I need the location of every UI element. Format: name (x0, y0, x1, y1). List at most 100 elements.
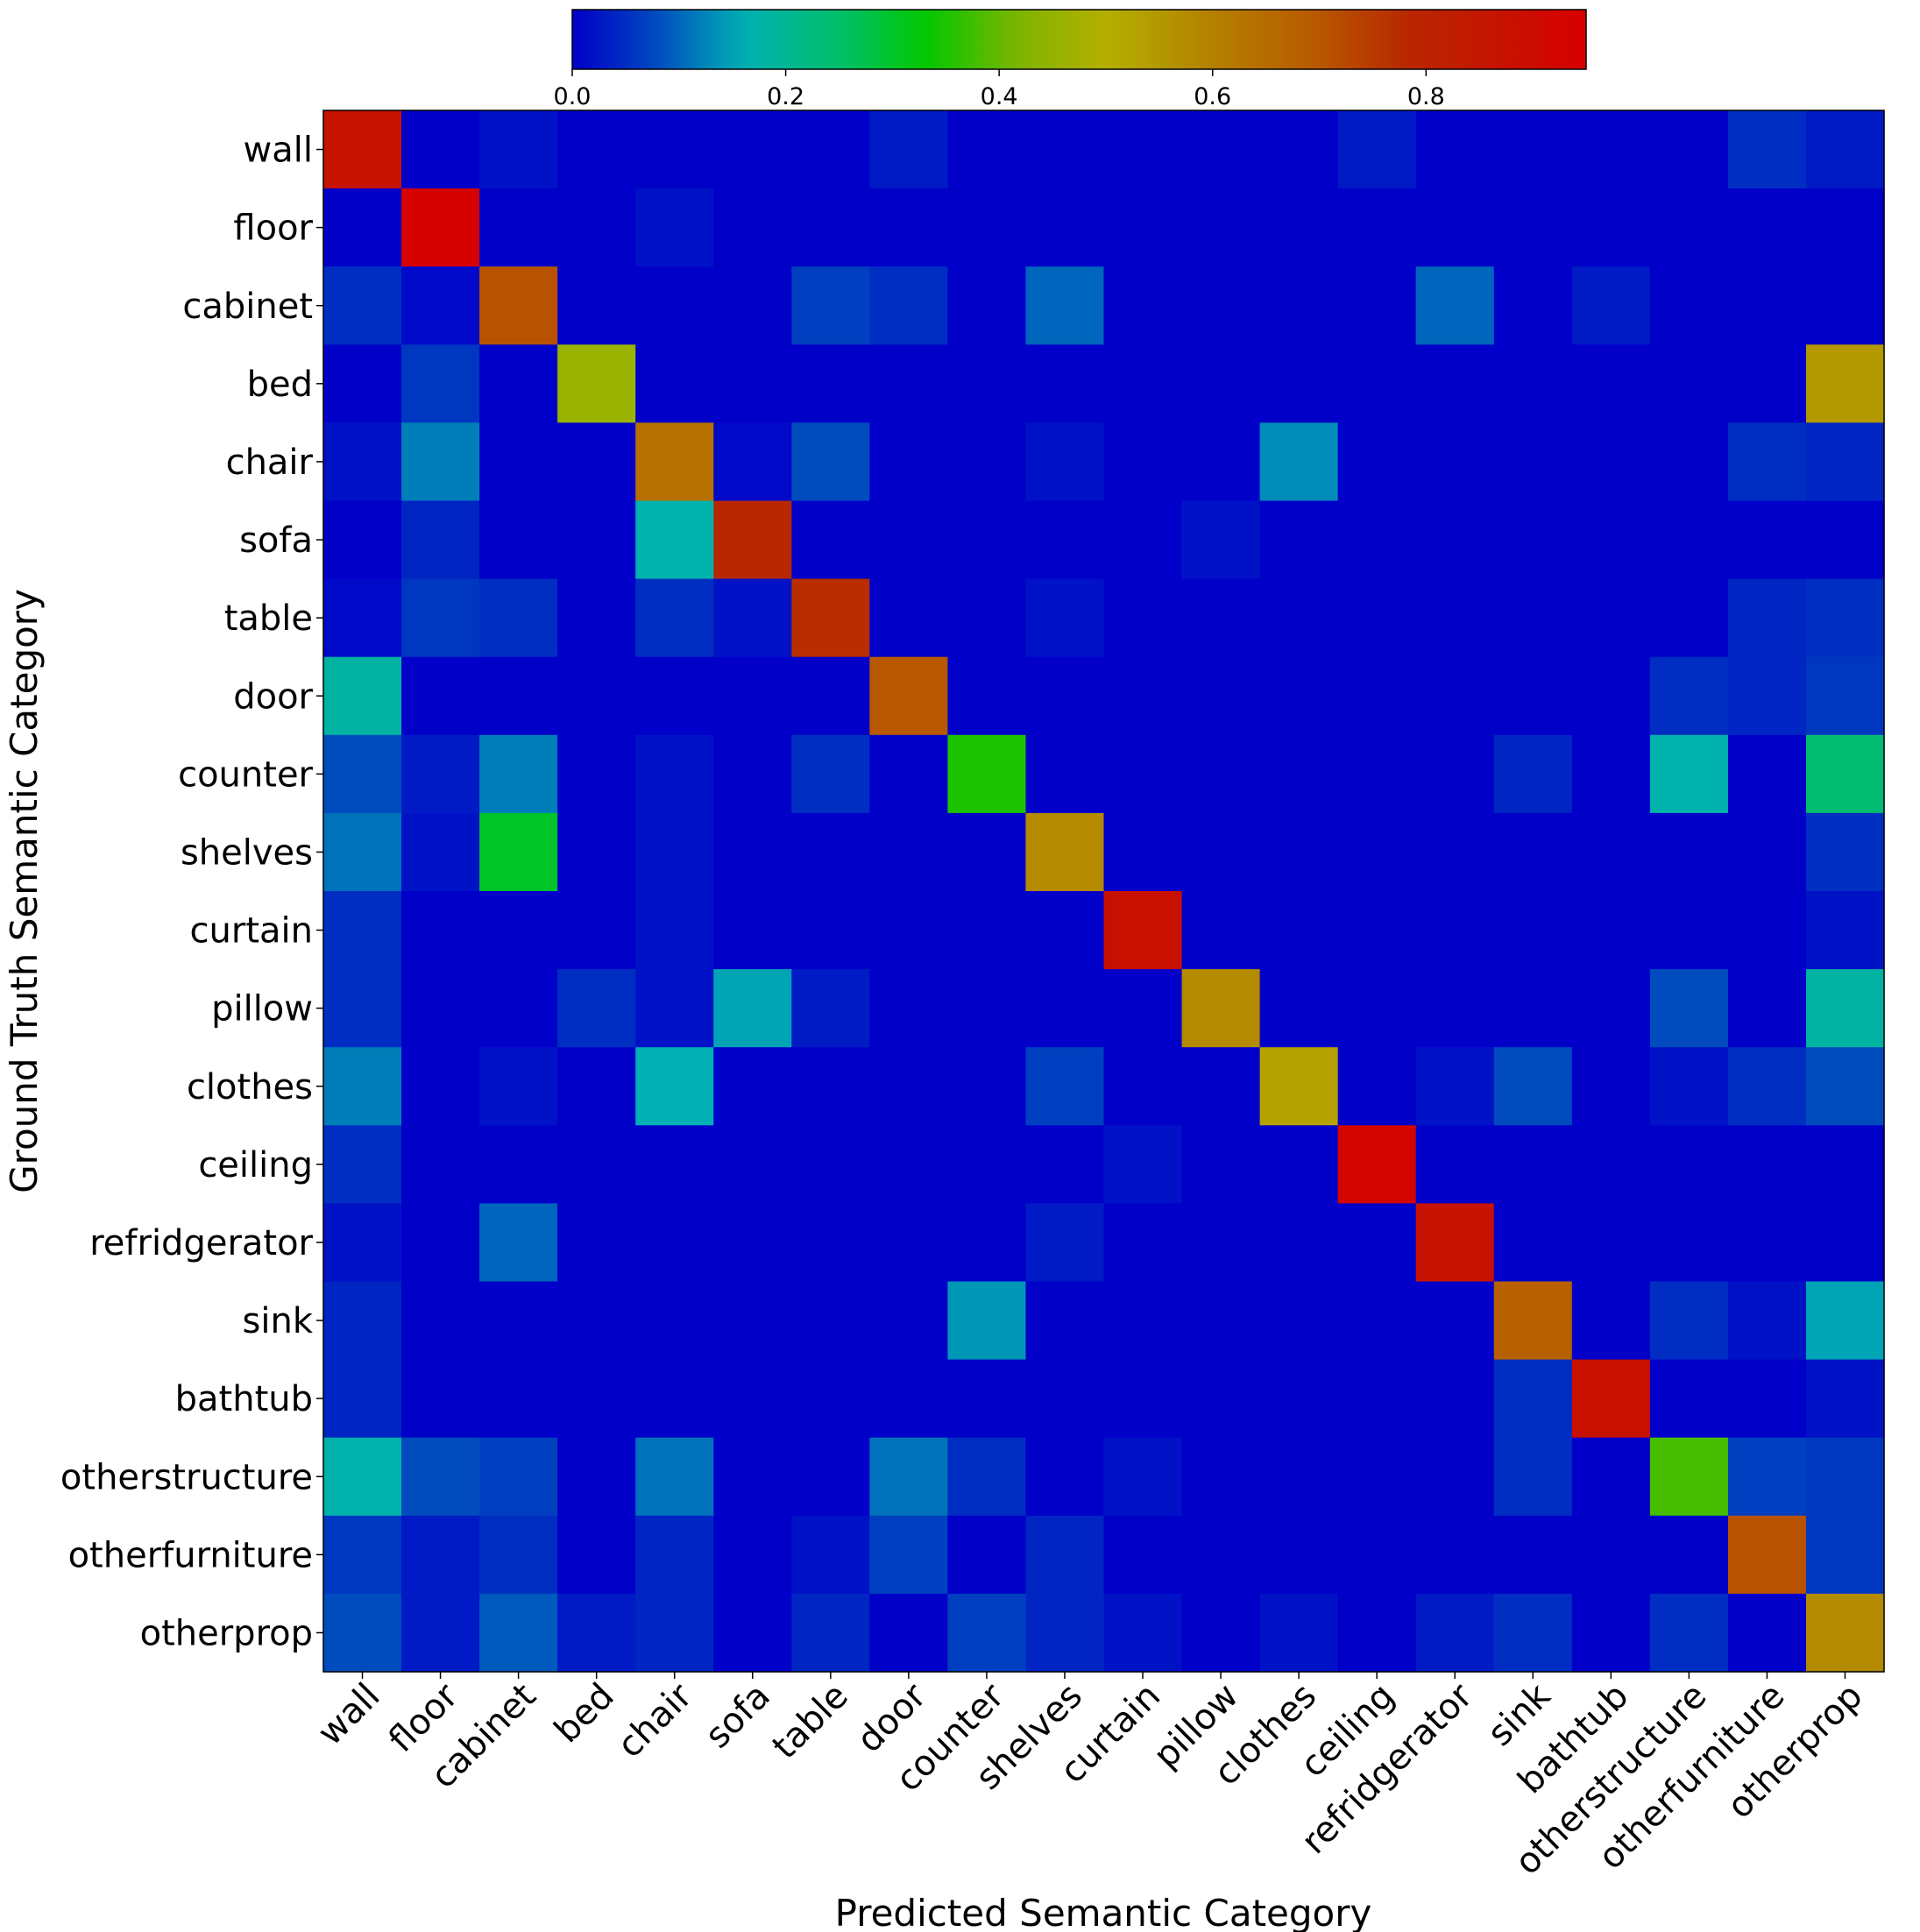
heatmap-cell (713, 734, 792, 814)
y-axis-ticks: wall floor cabinet bed chair sofa table door cou… (60, 131, 323, 1653)
heatmap-cell (869, 891, 948, 970)
heatmap-cell (1337, 1437, 1417, 1517)
heatmap-cell (1415, 656, 1495, 736)
colorbar-ticks: 0.0 0.2 0.4 0.6 0.8 (554, 69, 1445, 110)
heatmap-cell (557, 1593, 636, 1673)
heatmap-cell (713, 1437, 792, 1517)
heatmap-cell (401, 812, 480, 892)
heatmap-cell (1805, 656, 1885, 736)
heatmap-cell (323, 1125, 402, 1204)
heatmap-cells (323, 110, 1885, 1673)
heatmap-cell (1493, 500, 1573, 580)
x-tick-label: wall (310, 1676, 388, 1754)
heatmap-cell (323, 969, 402, 1048)
heatmap-cell (1181, 1359, 1261, 1439)
heatmap-cell (713, 422, 792, 502)
heatmap-cell (635, 1515, 714, 1595)
heatmap-cell (1259, 1281, 1339, 1361)
heatmap-cell (479, 422, 558, 502)
heatmap-cell (791, 188, 870, 267)
heatmap-cell (635, 891, 714, 970)
heatmap-cell (1805, 422, 1885, 502)
heatmap-cell (713, 1047, 792, 1126)
heatmap-cell (1181, 110, 1261, 189)
heatmap-cell (791, 812, 870, 892)
heatmap-cell (323, 1437, 402, 1517)
heatmap-cell (947, 1359, 1027, 1439)
heatmap-cell (1415, 969, 1495, 1048)
heatmap-cell (791, 891, 870, 970)
heatmap-cell (479, 969, 558, 1048)
heatmap-cell (791, 1359, 870, 1439)
heatmap-cell (869, 500, 948, 580)
heatmap-cell (869, 344, 948, 423)
heatmap-cell (1493, 266, 1573, 345)
heatmap-cell (1181, 500, 1261, 580)
heatmap-cell (1493, 188, 1573, 267)
heatmap-cell (791, 1437, 870, 1517)
heatmap-cell (1493, 1437, 1573, 1517)
heatmap-cell (869, 1281, 948, 1361)
heatmap-cell (557, 812, 636, 892)
heatmap-cell (323, 812, 402, 892)
x-tick-label: table (765, 1676, 856, 1767)
heatmap-cell (1493, 1047, 1573, 1126)
heatmap-cell (1727, 734, 1807, 814)
heatmap-cell (1181, 266, 1261, 345)
heatmap-cell (1103, 969, 1183, 1048)
heatmap-cell (1649, 1593, 1729, 1673)
heatmap-cell (323, 1047, 402, 1126)
heatmap-cell (1805, 1437, 1885, 1517)
heatmap-cell (1181, 1593, 1261, 1673)
heatmap-cell (791, 1125, 870, 1204)
heatmap-cell (947, 344, 1027, 423)
heatmap-cell (1727, 578, 1807, 658)
heatmap-cell (1805, 969, 1885, 1048)
heatmap-cell (1337, 110, 1417, 189)
heatmap-cell (323, 1359, 402, 1439)
heatmap-cell (1415, 1281, 1495, 1361)
heatmap-cell (1805, 1593, 1885, 1673)
heatmap-cell (1181, 734, 1261, 814)
heatmap-cell (1415, 734, 1495, 814)
heatmap-cell (1259, 1359, 1339, 1439)
heatmap-cell (635, 812, 714, 892)
heatmap-cell (1727, 422, 1807, 502)
heatmap-cell (1337, 1593, 1417, 1673)
heatmap-cell (323, 1515, 402, 1595)
heatmap-cell (869, 1125, 948, 1204)
heatmap-cell (1493, 891, 1573, 970)
heatmap-cell (323, 500, 402, 580)
heatmap-cell (1103, 1515, 1183, 1595)
heatmap-cell (869, 578, 948, 658)
heatmap-cell (401, 734, 480, 814)
heatmap-cell (947, 1515, 1027, 1595)
heatmap-cell (947, 578, 1027, 658)
heatmap-cell (947, 500, 1027, 580)
heatmap-cell (1103, 578, 1183, 658)
heatmap-cell (1025, 1047, 1105, 1126)
heatmap-cell (1025, 344, 1105, 423)
heatmap-cell (1805, 891, 1885, 970)
heatmap-cell (323, 578, 402, 658)
heatmap-cell (1025, 656, 1105, 736)
heatmap-cell (1805, 188, 1885, 267)
heatmap-cell (947, 1281, 1027, 1361)
heatmap-cell (479, 1359, 558, 1439)
heatmap-cell (1571, 422, 1651, 502)
heatmap-cell (1649, 1047, 1729, 1126)
heatmap-cell (635, 1047, 714, 1126)
heatmap-cell (1493, 1125, 1573, 1204)
heatmap-cell (401, 500, 480, 580)
y-tick-label: table (224, 598, 313, 639)
heatmap-cell (1025, 422, 1105, 502)
y-tick-label: bed (247, 364, 313, 405)
heatmap-cell (869, 734, 948, 814)
heatmap-cell (1025, 578, 1105, 658)
heatmap-cell (401, 422, 480, 502)
heatmap-cell (557, 891, 636, 970)
colorbar-tick-label: 0.2 (767, 83, 804, 110)
heatmap-cell (635, 1281, 714, 1361)
heatmap-cell (1103, 266, 1183, 345)
